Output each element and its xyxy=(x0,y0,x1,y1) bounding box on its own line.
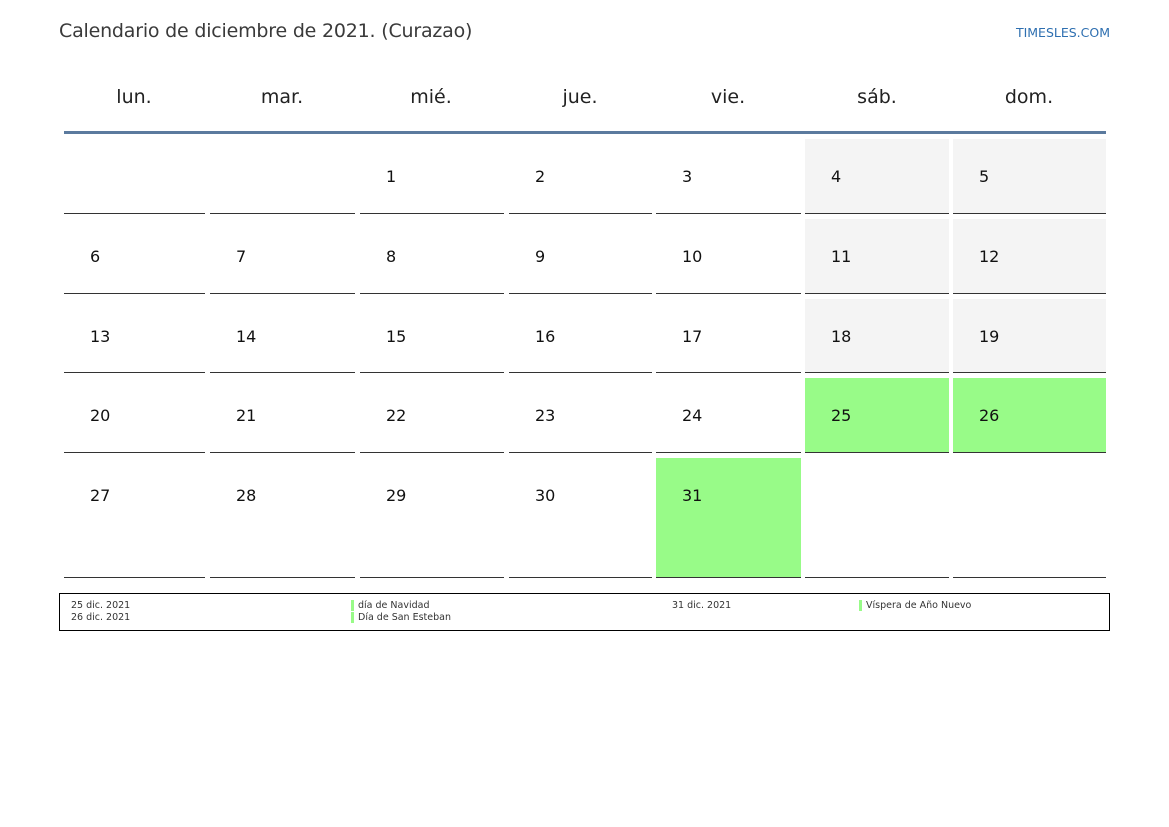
weekday-header-row: lun. mar. mié. jue. vie. sáb. dom. xyxy=(64,86,1106,112)
day-number: 27 xyxy=(90,486,111,505)
day-number: 23 xyxy=(535,406,556,425)
legend-date: 31 dic. 2021 xyxy=(672,600,732,611)
day-number: 9 xyxy=(535,247,546,266)
day-number: 2 xyxy=(535,167,546,186)
day-number: 6 xyxy=(90,247,101,266)
holiday-color-swatch xyxy=(351,612,354,623)
holiday-color-swatch xyxy=(859,600,862,611)
calendar-day: 14 xyxy=(210,299,355,373)
legend-date: 25 dic. 2021 xyxy=(71,600,131,611)
day-number: 1 xyxy=(386,167,397,186)
day-number: 11 xyxy=(831,247,852,266)
day-number: 22 xyxy=(386,406,407,425)
calendar-day: 10 xyxy=(656,219,801,294)
day-number: 10 xyxy=(682,247,703,266)
legend-holiday-name: día de Navidad xyxy=(358,600,430,611)
weekday-label: sáb. xyxy=(857,86,897,108)
calendar-day: 30 xyxy=(509,458,652,578)
day-number: 24 xyxy=(682,406,703,425)
day-number: 8 xyxy=(386,247,397,266)
calendar-day-empty xyxy=(805,458,949,578)
legend-holiday-name: Día de San Esteban xyxy=(358,612,451,623)
day-number: 14 xyxy=(236,327,257,346)
calendar-day: 6 xyxy=(64,219,205,294)
calendar-day-empty xyxy=(953,458,1106,578)
weekday-label: lun. xyxy=(116,86,152,108)
calendar-day: 23 xyxy=(509,378,652,453)
day-number: 15 xyxy=(386,327,407,346)
day-number: 26 xyxy=(979,406,1000,425)
calendar-day-weekend: 19 xyxy=(953,299,1106,373)
calendar-day-holiday: 31 xyxy=(656,458,801,578)
holiday-legend: 25 dic. 2021 26 dic. 2021 día de Navidad… xyxy=(59,593,1110,631)
day-number: 12 xyxy=(979,247,1000,266)
weekday-label: mié. xyxy=(410,86,452,108)
day-number: 28 xyxy=(236,486,257,505)
calendar-day-holiday: 25 xyxy=(805,378,949,453)
calendar-day: 1 xyxy=(360,139,504,214)
legend-holiday-name: Víspera de Año Nuevo xyxy=(866,600,972,611)
day-number: 20 xyxy=(90,406,111,425)
calendar-day-empty xyxy=(64,139,205,214)
day-number: 16 xyxy=(535,327,556,346)
calendar-day: 16 xyxy=(509,299,652,373)
weekday-label: dom. xyxy=(1004,86,1054,108)
day-number: 18 xyxy=(831,327,852,346)
calendar-day: 8 xyxy=(360,219,504,294)
day-number: 30 xyxy=(535,486,556,505)
page-title: Calendario de diciembre de 2021. (Curaza… xyxy=(59,20,473,42)
calendar-day: 28 xyxy=(210,458,355,578)
day-number: 5 xyxy=(979,167,990,186)
weekday-label: mar. xyxy=(260,86,304,108)
calendar-day: 21 xyxy=(210,378,355,453)
calendar-day: 29 xyxy=(360,458,504,578)
calendar-day: 24 xyxy=(656,378,801,453)
day-number: 7 xyxy=(236,247,247,266)
calendar-day: 7 xyxy=(210,219,355,294)
calendar-day-holiday: 26 xyxy=(953,378,1106,453)
day-number: 19 xyxy=(979,327,1000,346)
legend-date: 26 dic. 2021 xyxy=(71,612,131,623)
calendar-day: 2 xyxy=(509,139,652,214)
calendar-day: 20 xyxy=(64,378,205,453)
weekday-label: jue. xyxy=(562,86,598,108)
calendar-day: 17 xyxy=(656,299,801,373)
calendar-day-weekend: 4 xyxy=(805,139,949,214)
day-number: 3 xyxy=(682,167,693,186)
weekday-label: vie. xyxy=(710,86,746,108)
calendar-day-weekend: 11 xyxy=(805,219,949,294)
calendar-day-weekend: 5 xyxy=(953,139,1106,214)
header-divider xyxy=(64,131,1106,134)
calendar-day-weekend: 12 xyxy=(953,219,1106,294)
holiday-color-swatch xyxy=(351,600,354,611)
calendar-day-weekend: 18 xyxy=(805,299,949,373)
calendar-day: 22 xyxy=(360,378,504,453)
day-number: 17 xyxy=(682,327,703,346)
brand-link[interactable]: TIMESLES.COM xyxy=(1015,25,1110,40)
calendar-day-empty xyxy=(210,139,355,214)
day-number: 29 xyxy=(386,486,407,505)
day-number: 31 xyxy=(682,486,703,505)
calendar-day: 9 xyxy=(509,219,652,294)
calendar-day: 3 xyxy=(656,139,801,214)
day-number: 25 xyxy=(831,406,852,425)
day-number: 13 xyxy=(90,327,111,346)
calendar-day: 13 xyxy=(64,299,205,373)
calendar-day: 27 xyxy=(64,458,205,578)
day-number: 4 xyxy=(831,167,842,186)
calendar-day: 15 xyxy=(360,299,504,373)
day-number: 21 xyxy=(236,406,257,425)
